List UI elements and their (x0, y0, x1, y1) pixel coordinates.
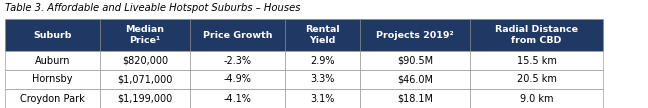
Text: $46.0M: $46.0M (397, 75, 433, 84)
Text: $820,000: $820,000 (122, 56, 168, 65)
Text: Suburb: Suburb (33, 30, 72, 40)
Text: 9.0 km: 9.0 km (520, 94, 553, 103)
Text: Projects 2019²: Projects 2019² (376, 30, 454, 40)
Text: 3.3%: 3.3% (310, 75, 334, 84)
Bar (100, 51, 190, 70)
Text: Median
Price¹: Median Price¹ (126, 25, 165, 45)
Text: Auburn: Auburn (35, 56, 70, 65)
Bar (470, 89, 603, 108)
Bar (100, 70, 190, 89)
Text: Table 3. Affordable and Liveable Hotspot Suburbs – Houses: Table 3. Affordable and Liveable Hotspot… (5, 3, 301, 13)
Text: $18.1M: $18.1M (397, 94, 433, 103)
Text: Hornsby: Hornsby (32, 75, 73, 84)
Text: -4.9%: -4.9% (224, 75, 251, 84)
Bar (100, 89, 190, 108)
Bar (5, 70, 100, 89)
Bar (285, 51, 360, 70)
Bar (470, 19, 603, 51)
Text: $90.5M: $90.5M (397, 56, 433, 65)
Bar (190, 51, 285, 70)
Text: Price Growth: Price Growth (203, 30, 272, 40)
Bar (285, 19, 360, 51)
Bar (5, 89, 100, 108)
Text: Radial Distance
from CBD: Radial Distance from CBD (495, 25, 578, 45)
Text: 3.1%: 3.1% (310, 94, 334, 103)
Bar (190, 19, 285, 51)
Bar (470, 70, 603, 89)
Text: -2.3%: -2.3% (224, 56, 251, 65)
Bar (360, 89, 470, 108)
Text: 20.5 km: 20.5 km (516, 75, 557, 84)
Text: $1,199,000: $1,199,000 (117, 94, 172, 103)
Bar (190, 89, 285, 108)
Bar (285, 89, 360, 108)
Text: Croydon Park: Croydon Park (20, 94, 85, 103)
Bar (5, 19, 100, 51)
Bar (360, 70, 470, 89)
Bar (360, 51, 470, 70)
Text: -4.1%: -4.1% (224, 94, 251, 103)
Text: 15.5 km: 15.5 km (516, 56, 557, 65)
Bar (5, 51, 100, 70)
Bar (190, 70, 285, 89)
Text: $1,071,000: $1,071,000 (117, 75, 172, 84)
Text: Rental
Yield: Rental Yield (305, 25, 340, 45)
Bar (360, 19, 470, 51)
Text: 2.9%: 2.9% (310, 56, 335, 65)
Bar (470, 51, 603, 70)
Bar (285, 70, 360, 89)
Bar (100, 19, 190, 51)
